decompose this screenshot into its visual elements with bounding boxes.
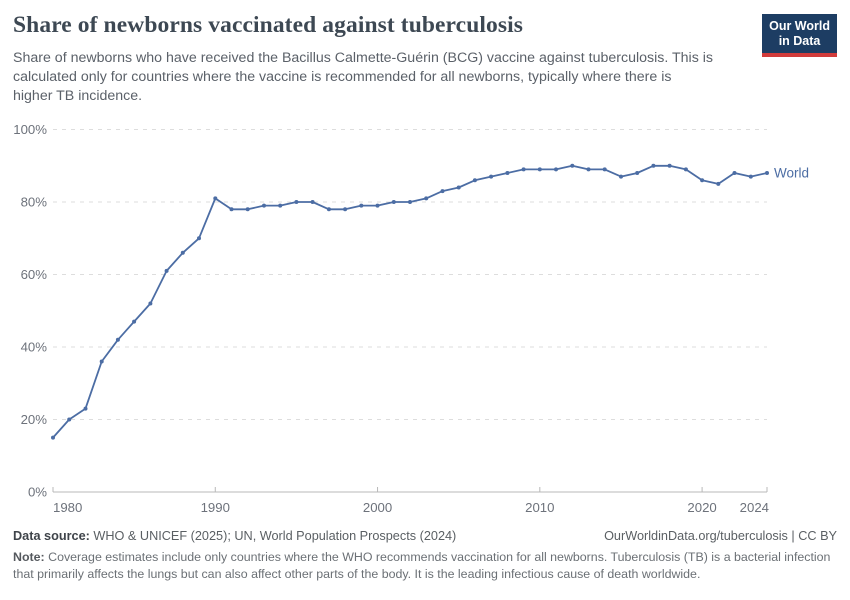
x-tick-label: 2020 [687,500,716,515]
data-point [716,181,721,186]
data-point [132,319,137,324]
data-point [148,301,153,306]
data-point [700,178,705,183]
data-point [262,203,266,208]
series-end-label: World [774,166,809,181]
y-tick-label: 80% [21,195,48,210]
x-tick-label: 2000 [363,500,392,515]
data-source: Data source: WHO & UNICEF (2025); UN, Wo… [13,529,456,543]
data-point [489,174,494,179]
data-point [326,207,331,212]
data-point [440,189,445,194]
x-tick-label: 1990 [201,500,230,515]
footer-note-label: Note: [13,550,45,564]
data-point [213,196,218,201]
data-point [408,200,412,204]
data-point [115,337,120,342]
footer-link[interactable]: OurWorldinData.org/tuberculosis | CC BY [604,529,837,543]
data-point [570,163,575,168]
data-point [683,167,688,172]
data-point [229,207,234,212]
data-point [505,171,510,175]
x-tick-label: 2010 [525,500,554,515]
data-point [164,268,169,273]
owid-logo-line1: Our World [769,19,830,33]
data-point [456,185,461,190]
data-point [537,167,542,172]
series-line [52,164,768,439]
page-title: Share of newborns vaccinated against tub… [13,12,523,38]
data-source-label: Data source: [13,529,90,543]
owid-logo[interactable]: Our World in Data [762,14,837,57]
chart-subtitle: Share of newborns who have received the … [13,50,713,105]
data-point [343,207,348,212]
footer-note: Note: Coverage estimates include only co… [13,549,837,583]
data-source-text: WHO & UNICEF (2025); UN, World Populatio… [89,529,457,543]
data-point [245,207,250,212]
data-point [554,167,558,172]
data-point [67,417,72,422]
data-point [521,167,526,172]
x-tick-label: 2024 [740,500,769,515]
data-point [732,171,737,175]
data-point [424,196,429,201]
data-point [748,174,753,179]
y-tick-label: 60% [21,267,48,282]
data-point [472,178,477,183]
data-point [586,167,591,172]
data-point [294,200,299,204]
data-point [375,203,380,208]
data-point [278,203,283,208]
data-point [765,171,769,175]
chart-header: Share of newborns vaccinated against tub… [13,12,837,106]
data-point [83,406,88,411]
data-point [197,236,201,241]
data-point [619,174,623,179]
chart-footer: Data source: WHO & UNICEF (2025); UN, Wo… [13,529,837,583]
footer-note-text: Coverage estimates include only countrie… [13,550,831,582]
data-point [602,167,607,172]
data-point [310,200,315,204]
x-tick-label: 1980 [53,500,82,515]
data-point [99,359,104,364]
line-chart[interactable]: 0% 20% 40% 60% 80% 100% 1980 1990 2000 2010 2020 20… [0,114,850,526]
data-point [667,163,672,168]
y-tick-label: 40% [21,340,48,355]
y-tick-label: 20% [21,412,48,427]
data-point [651,163,656,168]
data-point [391,200,396,204]
data-point [180,250,185,255]
data-point [635,171,640,175]
y-tick-label: 0% [28,485,47,500]
data-point [359,203,364,208]
owid-logo-line2: in Data [778,34,821,48]
y-tick-label: 100% [13,122,47,137]
source-row: Data source: WHO & UNICEF (2025); UN, Wo… [13,529,837,543]
data-point [51,435,55,440]
